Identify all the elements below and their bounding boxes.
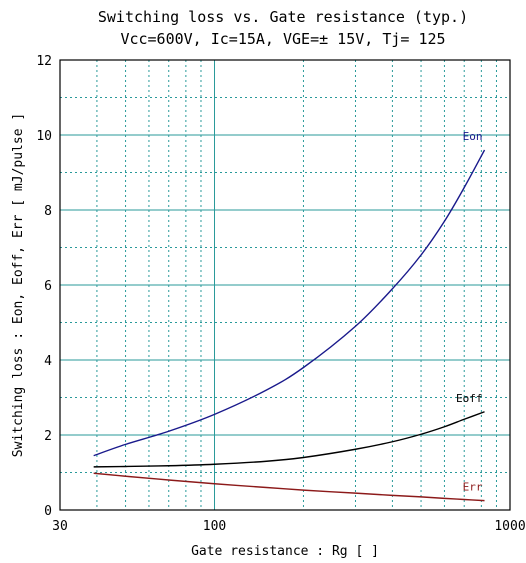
y-tick-label: 2 xyxy=(44,429,52,444)
y-tick-label: 4 xyxy=(44,354,52,369)
y-tick-label: 6 xyxy=(44,279,52,294)
series-err-label: Err xyxy=(463,481,483,494)
plot-frame xyxy=(59,59,511,511)
series-eon-line xyxy=(93,149,486,457)
chart-title: Switching loss vs. Gate resistance (typ.… xyxy=(98,8,468,26)
series-layer xyxy=(93,149,486,502)
x-tick-labels: 30 100 1000 xyxy=(52,519,525,534)
y-tick-label: 0 xyxy=(44,504,52,519)
y-axis-label: Switching loss : Eon, Eoff, Err [ mJ/pul… xyxy=(11,113,26,457)
series-eon-label: Eon xyxy=(463,130,483,143)
series-eoff-line xyxy=(93,411,485,468)
series-err-line xyxy=(93,472,485,502)
y-tick-label: 8 xyxy=(44,204,52,219)
y-tick-labels: 0 2 4 6 8 10 12 xyxy=(36,54,52,519)
series-eoff-label: Eoff xyxy=(456,392,483,405)
grid-major xyxy=(60,60,510,510)
series-labels: Eon Eoff Err xyxy=(456,130,483,494)
y-tick-label: 10 xyxy=(36,129,52,144)
x-tick-label: 1000 xyxy=(494,519,525,534)
x-axis-label: Gate resistance : Rg [ ] xyxy=(191,544,379,559)
x-tick-label: 30 xyxy=(52,519,68,534)
y-tick-label: 12 xyxy=(36,54,52,69)
x-tick-label: 100 xyxy=(203,519,226,534)
chart-subtitle: Vcc=600V, Ic=15A, VGE=± 15V, Tj= 125 xyxy=(120,30,445,48)
